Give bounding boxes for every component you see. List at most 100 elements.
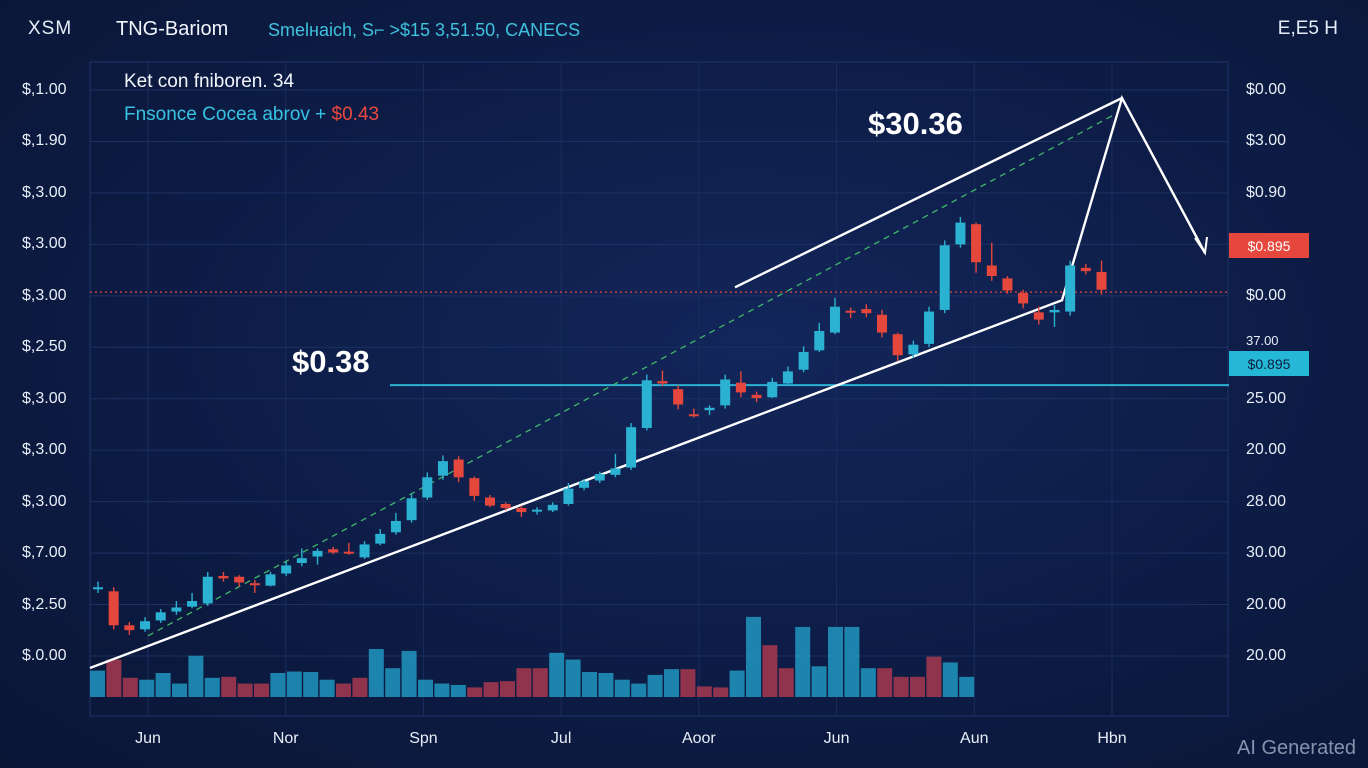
left-axis-tick: $,2.50 xyxy=(22,595,67,613)
candle-body xyxy=(798,351,809,370)
legend-indicator-label: Fnsonce Cocea abrov + xyxy=(124,104,327,125)
candle-body xyxy=(877,314,887,333)
candle-body xyxy=(673,389,684,405)
volume-bar xyxy=(286,671,302,697)
volume-bar xyxy=(237,683,253,697)
volume-bar xyxy=(483,682,499,697)
volume-bar xyxy=(762,645,778,697)
volume-bar xyxy=(434,683,450,697)
candle-body xyxy=(1018,292,1029,304)
volume-bar xyxy=(778,668,794,697)
x-axis-tick: Aoor xyxy=(681,730,716,747)
candle-body xyxy=(924,311,935,344)
candle-body xyxy=(986,265,997,276)
peak-price-label: $30.36 xyxy=(868,106,963,141)
right-axis-tick: 20.00 xyxy=(1246,441,1287,459)
volume-bar xyxy=(811,666,827,697)
left-axis-tick: $,2.50 xyxy=(22,338,67,356)
volume-bar xyxy=(795,626,811,697)
volume-bar xyxy=(139,679,155,697)
volume-bar xyxy=(90,670,105,697)
volume-bar xyxy=(713,687,729,697)
volume-bar xyxy=(680,669,696,697)
candle-body xyxy=(234,576,245,583)
instrument-name: TNG-Bariom xyxy=(116,18,229,40)
candle-body xyxy=(516,508,527,513)
right-axis-tick: $0.90 xyxy=(1246,183,1287,201)
candle-body xyxy=(814,330,825,351)
candle-body xyxy=(688,414,699,417)
left-axis-tick: $,7.00 xyxy=(22,544,67,562)
volume-bar xyxy=(106,659,122,697)
candle-body xyxy=(359,544,370,558)
volume-bar xyxy=(860,668,876,697)
volume-bar xyxy=(188,655,204,697)
level-price-label: $0.38 xyxy=(292,344,370,379)
candle-body xyxy=(735,382,746,393)
volume-bar xyxy=(696,686,712,697)
volume-bar xyxy=(631,683,647,697)
right-axis-tick: 25.00 xyxy=(1246,389,1287,407)
right-axis-tick: 20.00 xyxy=(1246,595,1287,613)
volume-bar xyxy=(450,685,466,697)
blue-price-tag: $0.895 xyxy=(1229,351,1309,376)
right-axis-tick: 20.00 xyxy=(1246,647,1287,664)
right-axis-tick: 28.00 xyxy=(1246,492,1287,510)
red-price-tag: $0.895 xyxy=(1229,233,1309,258)
volume-bar xyxy=(516,668,532,697)
left-axis-tick: $.0.00 xyxy=(22,647,67,664)
right-axis-tick: $3.00 xyxy=(1246,132,1287,150)
wedge-upper-trendline xyxy=(734,96,1123,289)
candle-body xyxy=(124,625,135,631)
wedge-lower-trendline xyxy=(89,94,1207,670)
left-axis-tick: $,3.00 xyxy=(22,389,67,407)
volume-bar xyxy=(942,662,958,697)
candle-body xyxy=(485,497,495,506)
volume-bar xyxy=(172,683,187,697)
candle-body xyxy=(93,587,103,590)
x-axis-tick: Aun xyxy=(960,730,989,747)
candle-body xyxy=(171,607,182,612)
candle-body xyxy=(782,371,793,384)
candle-body xyxy=(547,504,558,511)
volume-bar xyxy=(303,672,319,697)
candle-body xyxy=(657,381,668,384)
volume-bar xyxy=(582,672,597,697)
candle-body xyxy=(641,380,652,428)
volume-bar xyxy=(155,673,171,697)
volume-bar xyxy=(844,626,860,697)
left-axis-tick: $,3.00 xyxy=(22,286,67,304)
volume-bar xyxy=(729,670,745,697)
x-axis-tick: Hbn xyxy=(1097,730,1127,747)
candle-body xyxy=(1096,271,1107,290)
candle-body xyxy=(908,344,919,355)
candle-body xyxy=(955,222,966,245)
volume-bar xyxy=(319,679,335,697)
volume-bar xyxy=(352,677,368,697)
ticker-symbol: XSM xyxy=(28,18,73,39)
candle-body xyxy=(437,461,448,476)
candle-body xyxy=(939,245,950,310)
candle-body xyxy=(108,591,119,626)
candle-body xyxy=(453,459,464,478)
candle-body xyxy=(422,477,433,498)
candle-body xyxy=(140,621,151,630)
volume-bar xyxy=(910,676,925,697)
volume-bar xyxy=(204,677,220,697)
candle-body xyxy=(892,334,903,356)
legend-line-2: Fnsonce Cocea abrov + $0.43 xyxy=(124,104,379,126)
right-axis-tick: 30.00 xyxy=(1246,544,1287,562)
volume-bar xyxy=(647,674,663,697)
x-axis-tick: Nor xyxy=(272,730,299,747)
volume-bar xyxy=(532,668,548,697)
volume-bar xyxy=(122,677,138,697)
candle-body xyxy=(1049,309,1060,313)
instrument-subtitle: Smelнaich, S⌐ >$15 3,51.50, CANECS xyxy=(268,20,581,40)
candle-body xyxy=(704,407,715,411)
volume-bar xyxy=(221,676,237,697)
candle-body xyxy=(155,612,166,621)
candle-body xyxy=(971,224,982,263)
plot-frame xyxy=(89,61,1229,717)
volume-bar xyxy=(828,626,843,697)
